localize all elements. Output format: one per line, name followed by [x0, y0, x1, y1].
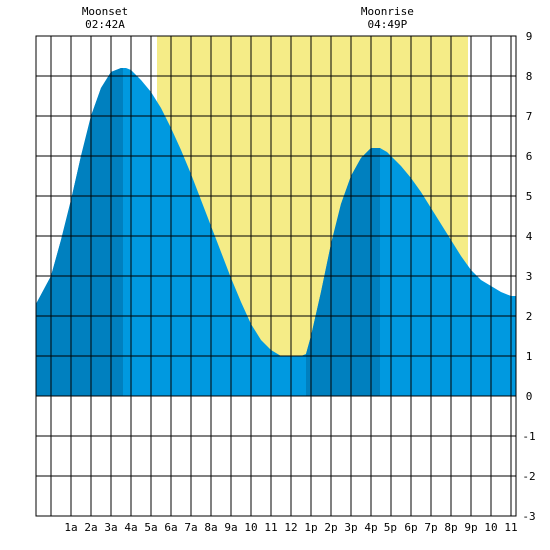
- x-tick-label: 9p: [464, 521, 477, 534]
- x-tick-label: 4p: [364, 521, 377, 534]
- moonset-time: 02:42A: [85, 18, 125, 31]
- y-tick-label: -3: [522, 510, 535, 523]
- y-tick-label: 3: [526, 270, 533, 283]
- x-tick-label: 4a: [124, 521, 137, 534]
- x-tick-label: 6p: [404, 521, 417, 534]
- y-tick-label: 5: [526, 190, 533, 203]
- x-tick-label: 6a: [164, 521, 177, 534]
- x-tick-label: 1p: [304, 521, 317, 534]
- x-tick-label: 3a: [104, 521, 117, 534]
- moonset-label: Moonset: [82, 5, 128, 18]
- tide-area: [36, 68, 516, 396]
- x-tick-label: 7a: [184, 521, 197, 534]
- y-tick-label: -2: [522, 470, 535, 483]
- x-tick-label: 2a: [84, 521, 97, 534]
- y-tick-label: 8: [526, 70, 533, 83]
- x-tick-label: 7p: [424, 521, 437, 534]
- y-tick-label: 7: [526, 110, 533, 123]
- x-tick-label: 9a: [224, 521, 237, 534]
- y-tick-label: 6: [526, 150, 533, 163]
- y-tick-label: 4: [526, 230, 533, 243]
- y-tick-label: -1: [522, 430, 535, 443]
- x-tick-label: 5a: [144, 521, 157, 534]
- x-tick-label: 3p: [344, 521, 357, 534]
- x-tick-label: 5p: [384, 521, 397, 534]
- x-tick-label: 11: [504, 521, 517, 534]
- x-tick-label: 8a: [204, 521, 217, 534]
- moonrise-time: 04:49P: [368, 18, 408, 31]
- moonrise-label: Moonrise: [361, 5, 414, 18]
- moonset-annotation: Moonset 02:42A: [82, 5, 128, 31]
- x-tick-label: 2p: [324, 521, 337, 534]
- tide-dark-shading-0: [36, 68, 123, 396]
- x-tick-label: 10: [244, 521, 257, 534]
- x-tick-label: 11: [264, 521, 277, 534]
- plot-frame: [35, 35, 517, 517]
- y-tick-label: 2: [526, 310, 533, 323]
- grid-layer: [35, 35, 517, 517]
- y-tick-label: 1: [526, 350, 533, 363]
- x-axis-labels: 1a 2a 3a 4a 5a 6a 7a 8a 9a 10 11 12 1p 2p 3p 4p 5p 6p 7p 8p…: [64, 521, 517, 534]
- x-tick-label: 12: [284, 521, 297, 534]
- moonrise-annotation: Moonrise 04:49P: [361, 5, 414, 31]
- tide-area-layer: [36, 68, 516, 396]
- tide-dark-shading-1: [306, 148, 380, 396]
- y-tick-label: 0: [526, 390, 533, 403]
- y-axis-labels: -3 -2 -1 0 1 2 3 4 5 6 7 8 9: [522, 30, 535, 523]
- y-tick-label: 9: [526, 30, 533, 43]
- x-tick-label: 1a: [64, 521, 77, 534]
- x-tick-label: 8p: [444, 521, 457, 534]
- x-tick-label: 10: [484, 521, 497, 534]
